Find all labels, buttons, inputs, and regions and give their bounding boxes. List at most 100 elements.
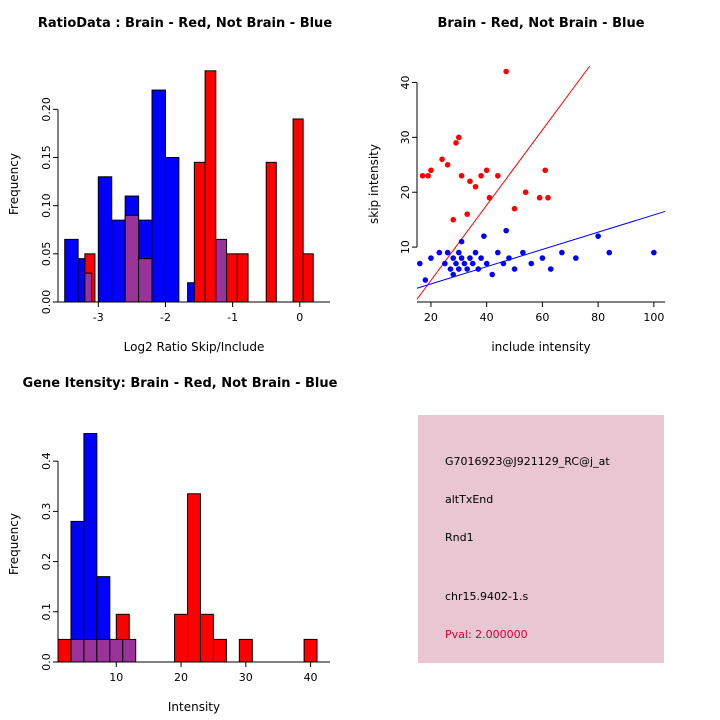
hist-bar-red (204, 70, 217, 303)
scatter-point-blue (489, 271, 496, 278)
scatter-point-blue (458, 255, 465, 261)
scatter-point-blue (442, 260, 448, 267)
x-axis-tick-label: -3 (93, 311, 104, 324)
x-axis-tick-label: -2 (160, 311, 171, 324)
hist-bar-red (292, 118, 304, 303)
x-axis-tick-label: 20 (424, 311, 438, 324)
hist-bar-red (174, 613, 189, 663)
hist-bar-blue (97, 176, 113, 303)
hist-bar-blue (187, 282, 195, 303)
gene-name-text: Rnd1 (445, 531, 474, 544)
x-axis-tick-label: 0 (296, 311, 303, 324)
x-axis-tick-label: 30 (239, 671, 253, 684)
scatter-point-blue (428, 255, 434, 261)
hist-bar-red (212, 638, 227, 663)
hist-bar-purple (83, 638, 98, 663)
ratio-histogram-plot-area: -3 -2 -1 0 0.00 0.05 0.10 0.15 0.20 (40, 70, 330, 324)
x-axis-tick-label: 10 (109, 671, 123, 684)
pval-line: Pval: 2.000000 (445, 628, 528, 641)
scatter-point-red (503, 68, 509, 75)
scatter-point-blue (472, 249, 479, 256)
hist-bar-red (57, 638, 72, 663)
hist-bar-red (236, 253, 249, 303)
scatter-point-blue (547, 266, 554, 272)
x-axis-tick-label: 60 (535, 311, 549, 324)
scatter-point-blue (495, 249, 501, 256)
scatter-point-blue (651, 249, 657, 256)
hist-bar-blue (151, 89, 166, 303)
scatter-point-blue (455, 249, 462, 256)
scatter-point-red (419, 172, 426, 179)
scatter-point-red (428, 167, 434, 174)
hist-bar-red (302, 253, 314, 303)
hist-bar-red (265, 161, 277, 303)
hist-bar-purple (109, 638, 124, 663)
y-axis-tick-label: 0.1 (40, 603, 53, 621)
hist-bar-red (238, 638, 253, 663)
probe-id-text: G7016923@J921129_RC@j_at (445, 455, 610, 468)
scatter-xlabel: include intensity (491, 340, 590, 354)
y-axis-tick-label: 0.2 (40, 553, 53, 571)
ratio-histogram-chart: RatioData : Brain - Red, Not Brain - Blu… (7, 16, 332, 354)
scatter-point-blue (481, 233, 487, 239)
scatter-point-blue (483, 260, 490, 267)
gene-histogram-xlabel: Intensity (168, 700, 220, 714)
hist-bar-blue (64, 238, 79, 303)
y-axis-tick-label: 30 (399, 130, 412, 144)
scatter-point-red (486, 194, 493, 201)
hist-bar-red (187, 493, 201, 663)
hist-bar-purple (96, 638, 111, 663)
ratio-histogram-title: RatioData : Brain - Red, Not Brain - Blu… (38, 16, 332, 31)
event-type-text: altTxEnd (445, 493, 494, 506)
y-axis-tick-label: 0.05 (40, 242, 53, 267)
scatter-point-red (453, 140, 459, 146)
scatter-point-red (483, 167, 490, 174)
regression-line-red (416, 65, 591, 300)
scatter-point-blue (455, 266, 462, 272)
scatter-point-blue (539, 255, 546, 261)
scatter-point-red (444, 161, 451, 168)
scatter-point-red (439, 156, 445, 163)
scatter-point-red (425, 172, 431, 179)
scatter-point-red (458, 172, 465, 179)
scatter-point-blue (450, 271, 457, 278)
scatter-point-blue (559, 249, 565, 256)
x-axis-tick-label: 80 (591, 311, 605, 324)
scatter-chart: Brain - Red, Not Brain - Blue include in… (367, 16, 666, 354)
scatter-point-red (542, 167, 548, 174)
scatter-point-blue (503, 227, 509, 234)
hist-bar-red (303, 638, 318, 663)
hist-bar-blue (164, 157, 180, 303)
hist-bar-purple (84, 272, 93, 303)
scatter-point-red (478, 172, 484, 179)
scatter-point-blue (416, 260, 423, 267)
scatter-title: Brain - Red, Not Brain - Blue (437, 16, 644, 31)
y-axis-tick-label: 0.4 (40, 452, 53, 470)
hist-bar-purple (215, 238, 228, 303)
ratio-histogram-ylabel: Frequency (7, 153, 21, 215)
scatter-point-red (511, 205, 518, 212)
scatter-point-blue (528, 260, 535, 267)
hist-bar-red (226, 253, 238, 303)
scatter-point-red (536, 194, 543, 201)
scatter-point-blue (444, 249, 451, 256)
scatter-plot-area: 20 40 60 80 100 10 20 30 40 (399, 65, 666, 324)
gene-histogram-ylabel: Frequency (7, 513, 21, 575)
regression-line-blue (416, 210, 666, 289)
scatter-panel: Brain - Red, Not Brain - Blue include in… (360, 0, 720, 360)
scatter-point-blue (422, 277, 429, 283)
scatter-point-red (455, 134, 462, 141)
scatter-point-blue (500, 260, 507, 267)
scatter-point-red (522, 189, 529, 196)
scatter-point-red (545, 194, 551, 201)
hist-bar-red (193, 161, 206, 303)
x-axis-tick-label: 100 (643, 311, 664, 324)
ratio-histogram-xlabel: Log2 Ratio Skip/Include (124, 340, 265, 354)
scatter-point-blue (478, 255, 484, 261)
hist-bar-blue (83, 433, 98, 663)
scatter-point-blue (450, 255, 457, 261)
hist-bar-purple (138, 258, 153, 303)
gene-histogram-chart: Gene Itensity: Brain - Red, Not Brain - … (7, 376, 338, 714)
scatter-point-blue (467, 255, 473, 261)
